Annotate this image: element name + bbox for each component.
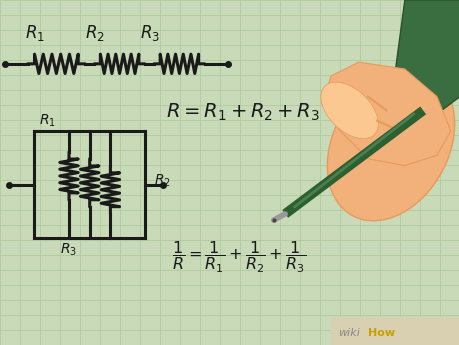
- Ellipse shape: [320, 82, 377, 139]
- Text: $R = R_1 + R_2 + R_3$: $R = R_1 + R_2 + R_3$: [165, 101, 319, 122]
- Text: $R_2$: $R_2$: [85, 23, 105, 43]
- Polygon shape: [395, 0, 459, 110]
- Text: How: How: [367, 328, 394, 338]
- Text: $R_3$: $R_3$: [60, 241, 77, 258]
- Text: $R_1$: $R_1$: [39, 112, 56, 129]
- Text: $R_3$: $R_3$: [140, 23, 160, 43]
- Text: wiki: wiki: [337, 328, 359, 338]
- Bar: [330, 317, 459, 345]
- Polygon shape: [321, 62, 450, 166]
- Ellipse shape: [327, 69, 453, 221]
- Text: $\dfrac{1}{R} = \dfrac{1}{R_1} + \dfrac{1}{R_2} + \dfrac{1}{R_3}$: $\dfrac{1}{R} = \dfrac{1}{R_1} + \dfrac{…: [172, 239, 306, 275]
- Text: $R_2$: $R_2$: [154, 172, 171, 189]
- Text: $R_1$: $R_1$: [25, 23, 45, 43]
